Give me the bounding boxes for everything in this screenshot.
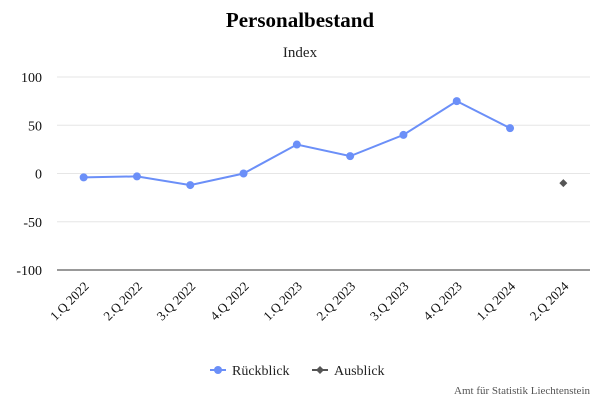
- data-point[interactable]: [559, 179, 568, 188]
- x-tick-label: 3.Q 2022: [154, 279, 199, 324]
- x-tick-label: 2.Q 2023: [313, 279, 358, 324]
- legend-label: Ausblick: [334, 364, 385, 379]
- x-axis-ticks: 1.Q 2022 2.Q 2022 3.Q 2022 4.Q 2022 1.Q 2023…: [47, 278, 572, 323]
- y-axis-ticks: 100 50 0 -50 -100: [16, 71, 42, 279]
- legend-item-1[interactable]: Ausblick: [312, 364, 385, 379]
- x-tick-label: 3.Q 2023: [367, 279, 412, 324]
- y-tick-label: -50: [23, 216, 42, 231]
- y-tick-label: 50: [28, 119, 42, 134]
- y-tick-label: -100: [16, 264, 42, 279]
- gridlines: [57, 76, 590, 271]
- legend-item-0[interactable]: Rückblick: [210, 364, 290, 379]
- data-point[interactable]: [239, 169, 248, 178]
- x-tick-label: 2.Q 2022: [100, 279, 145, 324]
- data-point[interactable]: [79, 173, 88, 182]
- chart-title: Personalbestand: [226, 8, 375, 32]
- x-tick-label: 4.Q 2023: [420, 279, 465, 324]
- data-point[interactable]: [506, 124, 515, 133]
- legend-marker: [214, 366, 222, 374]
- x-tick-label: 2.Q 2024: [527, 278, 572, 323]
- credit-text[interactable]: Amt für Statistik Liechtenstein: [454, 385, 590, 397]
- y-tick-label: 0: [35, 168, 42, 183]
- x-tick-label: 1.Q 2022: [47, 279, 92, 324]
- x-tick-label: 4.Q 2022: [207, 279, 252, 324]
- legend-label: Rückblick: [232, 364, 290, 379]
- data-point[interactable]: [132, 172, 141, 181]
- data-point[interactable]: [346, 152, 355, 161]
- series-group: [79, 97, 568, 190]
- legend[interactable]: Rückblick Ausblick: [210, 364, 385, 379]
- data-point[interactable]: [292, 140, 301, 149]
- data-point[interactable]: [186, 181, 195, 190]
- chart-subtitle: Index: [283, 45, 318, 61]
- y-tick-label: 100: [21, 71, 42, 86]
- x-tick-label: 1.Q 2023: [260, 279, 305, 324]
- data-point[interactable]: [399, 130, 408, 139]
- x-tick-label: 1.Q 2024: [473, 278, 518, 323]
- data-point[interactable]: [452, 97, 461, 106]
- legend-marker: [316, 366, 324, 374]
